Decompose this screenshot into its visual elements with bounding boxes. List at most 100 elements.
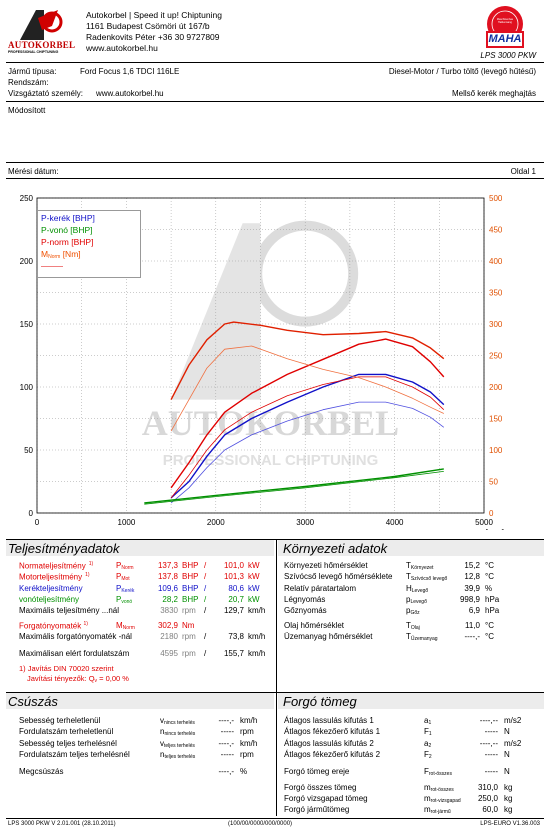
slip-row-unit: rpm xyxy=(240,750,254,759)
mass-row-unit: kg xyxy=(504,794,513,803)
power-row-label: Motorteljesítmény 1) xyxy=(19,572,90,582)
env-row-value: 12,8 xyxy=(464,572,480,581)
series-line-1 xyxy=(170,401,445,504)
slip-row-sub: teljes terhelés xyxy=(164,743,195,749)
mass-row-value: ----- xyxy=(484,727,498,736)
series-line-6 xyxy=(170,321,445,400)
mass-row-unit: m/s2 xyxy=(504,716,522,725)
footer-right: LPS-EURO V1.36.003 xyxy=(480,821,540,827)
slip-row-value: ----,- xyxy=(218,739,234,748)
env-row-value: 39,9 xyxy=(464,584,480,593)
power-row-unit: BHP xyxy=(182,561,199,570)
legend-m-norm-unit: [Nm] xyxy=(60,249,81,259)
env-row-symbol: TOlaj xyxy=(406,621,420,631)
slip-row-sym: n xyxy=(160,727,165,736)
mass-row-value: ----,-- xyxy=(479,739,498,748)
slip-row-sub: nincs terhelés xyxy=(164,731,196,737)
power-row-unit: BHP xyxy=(182,595,199,604)
slip-row-value: ----,- xyxy=(218,716,234,725)
torque-sym-letter: M xyxy=(116,621,123,630)
env-row-sub: Gőz xyxy=(410,610,420,616)
torque-sup: 1) xyxy=(83,621,88,627)
env-row-sub: Üzemanyag xyxy=(410,636,438,642)
y-right-tick-label: 350 xyxy=(489,289,503,298)
date-rule-bottom xyxy=(6,178,544,179)
mass-row-symbol: a2 xyxy=(424,739,431,749)
slip-row-sub: teljes terhelés xyxy=(164,754,196,760)
slip-row-value: ----- xyxy=(220,727,234,736)
mass-row-value: 60,0 xyxy=(482,805,498,814)
env-row-symbol: TSzívócső levegő xyxy=(406,572,447,582)
correction-note: Javítási tényezők: Qv = 0,00 % xyxy=(27,674,129,684)
mass-row-unit: N xyxy=(504,727,510,736)
env-row-value: 6,9 xyxy=(468,606,480,615)
power-row-unit2: km/h xyxy=(248,606,266,615)
power-row-sup: 1) xyxy=(85,572,90,578)
slash: / xyxy=(204,595,207,604)
slip-row-sym: v xyxy=(160,739,164,748)
date-rule-top xyxy=(6,162,544,163)
env-row-symbol: TÜzemanyag xyxy=(406,632,438,642)
mass-row-sym: m xyxy=(424,805,431,814)
slip-row-sym: n xyxy=(160,750,165,759)
power-row-symbol: PNorm xyxy=(116,561,134,571)
power-row-label-text: vonóteljesítmény xyxy=(19,595,80,604)
slip-row-symbol: vnincs terhelés xyxy=(160,716,195,726)
slash: / xyxy=(204,561,207,570)
max-torque-speed: 73,8 xyxy=(228,632,244,641)
mass-row-sub: rot-vizsgapad xyxy=(430,798,461,804)
mass-row-value: ----- xyxy=(484,767,498,776)
x-tick-label: 2000 xyxy=(207,518,225,527)
power-row-unit2: kW xyxy=(248,572,260,581)
power-row-sub: Norm xyxy=(121,565,134,571)
power-row-value: 109,6 xyxy=(157,584,178,593)
slip-row-label: Sebesség terheletlenül xyxy=(19,716,101,725)
y-right-tick-label: 500 xyxy=(489,194,503,203)
power-title: Teljesítményadatok xyxy=(8,541,120,556)
power-row-sym: P xyxy=(116,584,122,593)
slip-row-unit: rpm xyxy=(240,727,254,736)
env-row-value: 11,0 xyxy=(465,621,480,630)
series-line-0 xyxy=(170,373,445,499)
mass-row-sym: F xyxy=(424,727,429,736)
env-row-value: 998,9 xyxy=(459,595,480,604)
slip-row-sub: nincs terhelés xyxy=(164,720,195,726)
mass-row-label: Átlagos fékezőerő kifutás 1 xyxy=(284,727,381,736)
mass-row-sym: a xyxy=(424,739,429,748)
y-left-tick-label: 250 xyxy=(20,194,34,203)
env-row-label: Légnyomás xyxy=(284,595,326,604)
power-row-value: 137,8 xyxy=(157,572,178,581)
torque-sym: MNorm xyxy=(116,621,135,631)
mass-row-symbol: mrot-jármű xyxy=(424,805,451,815)
correction-value: = 0,00 % xyxy=(99,674,129,683)
mass-row-label: Átlagos lassulás kifutás 2 xyxy=(284,739,374,748)
maha-seal: MAHA Maschinenbau Haldenwang xyxy=(476,4,534,50)
slip-row-value: ----- xyxy=(220,750,234,759)
max-rpm-speed-unit: km/h xyxy=(248,649,266,658)
env-row-sub: Olaj xyxy=(410,625,420,631)
plot-frame xyxy=(36,197,485,514)
slip-row-symbol: nnincs terhelés xyxy=(160,727,195,737)
y-right-tick-label: 100 xyxy=(489,446,503,455)
env-row-label: Relatív páratartalom xyxy=(284,584,357,593)
mass-row-sub: rot-összes xyxy=(428,771,452,777)
x-tick-label: 3000 xyxy=(296,518,314,527)
max-rpm-unit: rpm xyxy=(182,649,196,658)
mass-row-unit: N xyxy=(504,767,510,776)
maha-seal-text: MAHA xyxy=(488,33,522,45)
slash: / xyxy=(204,572,207,581)
mass-row-symbol: mrot-összes xyxy=(424,783,454,793)
mass-header-bg xyxy=(278,693,544,709)
x-tick-label: 0 xyxy=(35,518,40,527)
max-rpm-speed: 155,7 xyxy=(223,649,244,658)
torque-label-text: Forgatónyomaték xyxy=(19,621,82,631)
watermark: AUTOKORBEL PROFESSIONAL CHIPTUNING xyxy=(142,220,399,469)
mass-row-label: Forgó tömeg ereje xyxy=(284,767,350,776)
env-row-sub: Levegő xyxy=(411,588,429,594)
mass-row-label: Forgó járműtömeg xyxy=(284,805,350,814)
env-header-bg xyxy=(278,540,544,556)
slash: / xyxy=(204,606,207,615)
env-row-label: Olaj hőmérséklet xyxy=(284,621,345,630)
power-row-value2: 80,6 xyxy=(228,584,244,593)
env-row-unit: hPa xyxy=(485,606,500,615)
